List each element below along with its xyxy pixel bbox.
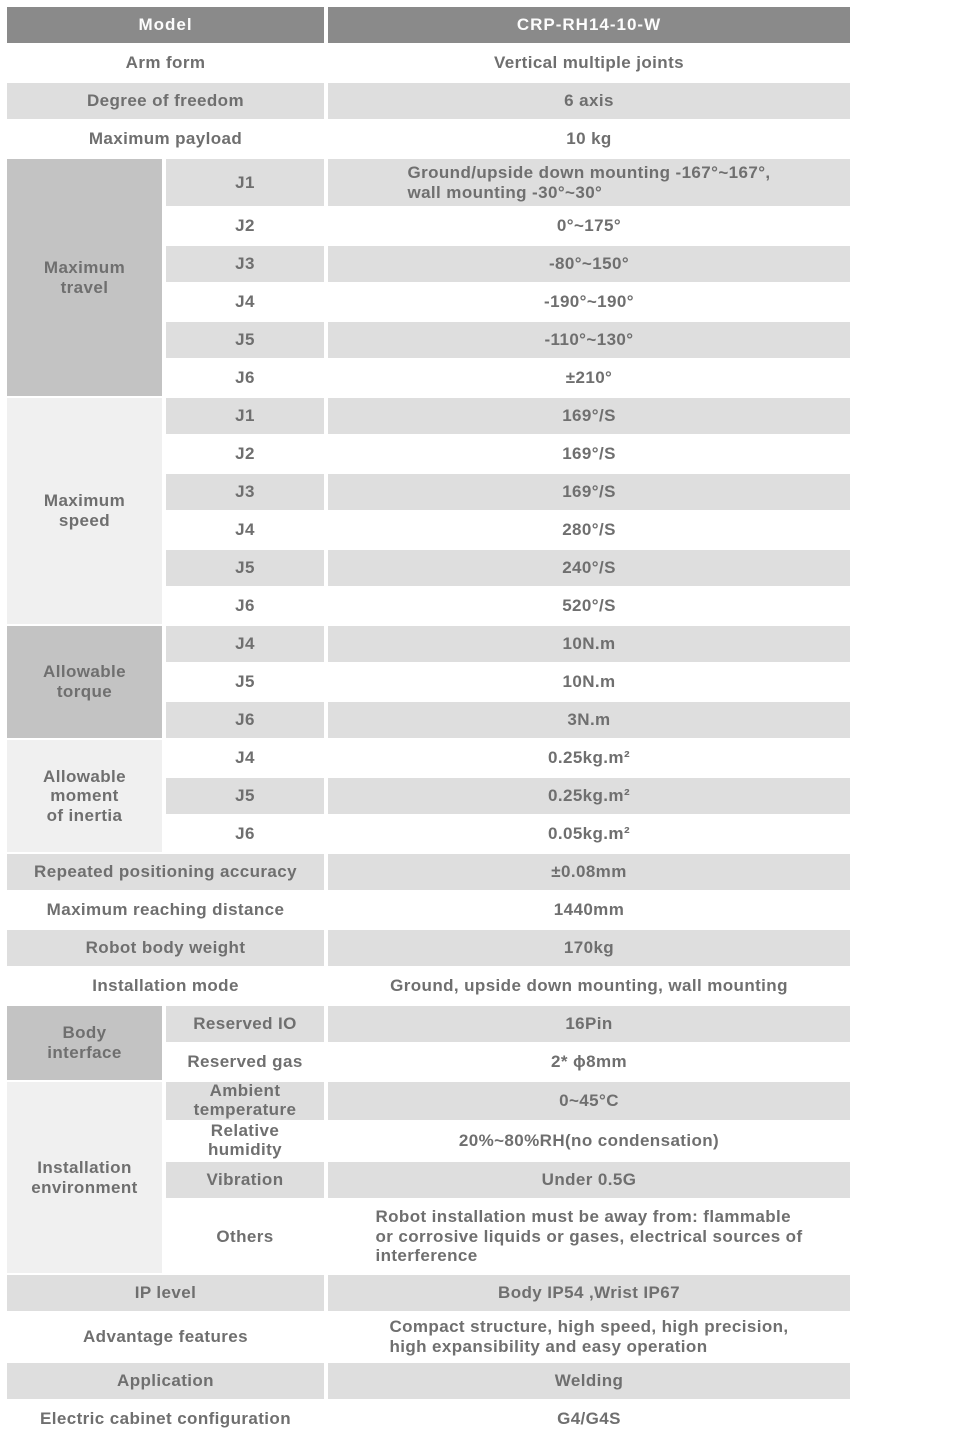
spec-value: 3N.m (328, 702, 850, 738)
spec-value: 16Pin (328, 1006, 850, 1042)
spec-value: 169°/S (328, 398, 850, 434)
spec-table: Model CRP-RH14-10-W Arm form Vertical mu… (7, 7, 850, 1437)
spec-value: Under 0.5G (328, 1162, 850, 1198)
joint-label: J4 (166, 626, 324, 662)
spec-label: Repeated positioning accuracy (7, 854, 324, 890)
section-label: Allowable moment of inertia (7, 740, 162, 852)
spec-value: G4/G4S (328, 1401, 850, 1437)
section-installation-environment: Installation environment Ambient tempera… (7, 1081, 850, 1273)
spec-value: 520°/S (328, 588, 850, 624)
sub-label: Relative humidity (166, 1121, 324, 1160)
section-label: Maximum travel (7, 159, 162, 396)
spec-value: -80°~150° (328, 246, 850, 282)
spec-row-ip-level: IP level Body IP54 ,Wrist IP67 (7, 1275, 850, 1311)
spec-value: Compact structure, high speed, high prec… (328, 1313, 850, 1361)
joint-label: J2 (166, 436, 324, 472)
spec-row-application: Application Welding (7, 1363, 850, 1399)
spec-row-installation-mode: Installation mode Ground, upside down mo… (7, 968, 850, 1004)
spec-value: 240°/S (328, 550, 850, 586)
spec-value: 0~45°C (328, 1082, 850, 1120)
spec-value: 0.25kg.m² (328, 778, 850, 814)
joint-label: J3 (166, 474, 324, 510)
spec-value: -110°~130° (328, 322, 850, 358)
spec-row-repeated-positioning-accuracy: Repeated positioning accuracy ±0.08mm (7, 854, 850, 890)
section-maximum-speed: Maximum speed J1 169°/S J2 169°/S J3 169… (7, 398, 850, 624)
joint-label: J4 (166, 512, 324, 548)
joint-label: J1 (166, 398, 324, 434)
spec-label: Advantage features (7, 1313, 324, 1361)
sub-label: Reserved gas (166, 1044, 324, 1080)
spec-label: Arm form (7, 45, 324, 81)
spec-label: Maximum payload (7, 121, 324, 157)
sub-label: Reserved IO (166, 1006, 324, 1042)
spec-value: Vertical multiple joints (328, 45, 850, 81)
spec-label: Application (7, 1363, 324, 1399)
spec-value: Ground, upside down mounting, wall mount… (328, 968, 850, 1004)
spec-label: IP level (7, 1275, 324, 1311)
sub-label: Others (166, 1200, 324, 1273)
spec-label: Degree of freedom (7, 83, 324, 119)
joint-label: J6 (166, 702, 324, 738)
header-label: Model (7, 7, 324, 43)
header-value: CRP-RH14-10-W (328, 7, 850, 43)
joint-label: J6 (166, 360, 324, 396)
joint-label: J5 (166, 550, 324, 586)
joint-label: J5 (166, 778, 324, 814)
spec-value: ±210° (328, 360, 850, 396)
joint-label: J6 (166, 588, 324, 624)
spec-value: 2* ϕ8mm (328, 1044, 850, 1080)
spec-label: Electric cabinet configuration (7, 1401, 324, 1437)
spec-row-electric-cabinet-configuration: Electric cabinet configuration G4/G4S (7, 1401, 850, 1437)
spec-value: 1440mm (328, 892, 850, 928)
spec-value: Welding (328, 1363, 850, 1399)
spec-value: 10N.m (328, 664, 850, 700)
spec-value: 169°/S (328, 474, 850, 510)
sub-label: Vibration (166, 1162, 324, 1198)
spec-row-arm-form: Arm form Vertical multiple joints (7, 45, 850, 81)
spec-row-maximum-reaching-distance: Maximum reaching distance 1440mm (7, 892, 850, 928)
joint-label: J3 (166, 246, 324, 282)
spec-value: 0.05kg.m² (328, 816, 850, 852)
spec-label: Maximum reaching distance (7, 892, 324, 928)
spec-value: 280°/S (328, 512, 850, 548)
spec-value: 170kg (328, 930, 850, 966)
header-row: Model CRP-RH14-10-W (7, 7, 850, 43)
section-label: Body interface (7, 1006, 162, 1080)
joint-label: J4 (166, 740, 324, 776)
joint-label: J1 (166, 159, 324, 206)
spec-value: ±0.08mm (328, 854, 850, 890)
spec-row-robot-body-weight: Robot body weight 170kg (7, 930, 850, 966)
spec-row-degree-of-freedom: Degree of freedom 6 axis (7, 83, 850, 119)
section-allowable-moment-of-inertia: Allowable moment of inertia J4 0.25kg.m²… (7, 740, 850, 852)
spec-row-advantage-features: Advantage features Compact structure, hi… (7, 1313, 850, 1361)
spec-value: 0.25kg.m² (328, 740, 850, 776)
spec-value: 6 axis (328, 83, 850, 119)
section-maximum-travel: Maximum travel J1 Ground/upside down mou… (7, 159, 850, 396)
joint-label: J2 (166, 208, 324, 244)
section-allowable-torque: Allowable torque J4 10N.m J5 10N.m J6 3N… (7, 626, 850, 738)
spec-value: Robot installation must be away from: fl… (328, 1200, 850, 1273)
joint-label: J5 (166, 664, 324, 700)
spec-value: Body IP54 ,Wrist IP67 (328, 1275, 850, 1311)
joint-label: J4 (166, 284, 324, 320)
spec-row-maximum-payload: Maximum payload 10 kg (7, 121, 850, 157)
spec-value: 20%~80%RH(no condensation) (328, 1122, 850, 1160)
spec-value: 10N.m (328, 626, 850, 662)
section-body-interface: Body interface Reserved IO 16Pin Reserve… (7, 1006, 850, 1080)
spec-value: -190°~190° (328, 284, 850, 320)
section-label: Maximum speed (7, 398, 162, 624)
section-label: Installation environment (7, 1082, 162, 1273)
joint-label: J5 (166, 322, 324, 358)
spec-value: Ground/upside down mounting -167°~167°, … (328, 159, 850, 206)
spec-label: Installation mode (7, 968, 324, 1004)
spec-label: Robot body weight (7, 930, 324, 966)
spec-value: 10 kg (328, 121, 850, 157)
section-label: Allowable torque (7, 626, 162, 738)
joint-label: J6 (166, 816, 324, 852)
sub-label: Ambient temperature (166, 1081, 324, 1120)
spec-value: 169°/S (328, 436, 850, 472)
spec-value: 0°~175° (328, 208, 850, 244)
